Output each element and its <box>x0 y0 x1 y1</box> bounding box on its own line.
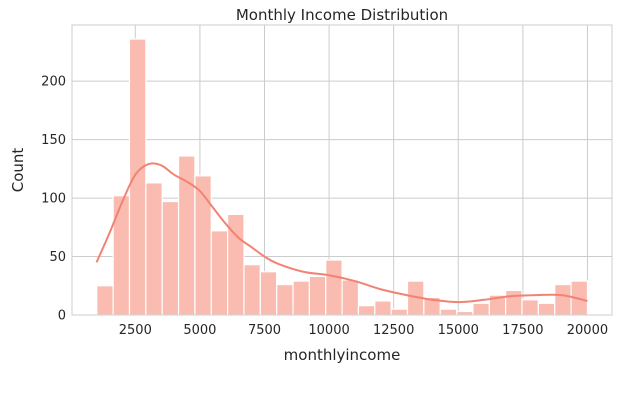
y-axis-label: Count <box>9 148 27 193</box>
x-axis-label: monthlyincome <box>284 346 401 364</box>
kde-curve <box>95 162 588 304</box>
chart-title: Monthly Income Distribution <box>236 6 448 24</box>
bars-layer <box>96 38 589 316</box>
histogram-bar-15 <box>341 279 360 316</box>
x-tick-label-7: 20000 <box>567 323 608 338</box>
x-tick-label-1: 5000 <box>183 323 216 338</box>
plot-frame <box>71 24 613 316</box>
y-tick-label-2: 100 <box>41 192 66 207</box>
x-tick-label-4: 12500 <box>373 323 414 338</box>
histogram-bar-18 <box>390 308 409 316</box>
histogram-bar-21 <box>439 308 458 316</box>
histogram-bar-7 <box>210 230 229 316</box>
histogram-bar-22 <box>455 310 474 316</box>
histogram-bar-27 <box>537 302 556 316</box>
histogram-bar-5 <box>177 155 196 316</box>
x-tick-label-3: 10000 <box>308 323 349 338</box>
histogram-bar-12 <box>292 280 310 316</box>
histogram-bar-28 <box>554 283 572 316</box>
histogram-bar-9 <box>243 264 261 316</box>
kde-layer <box>95 162 588 304</box>
histogram-bar-26 <box>521 299 539 316</box>
y-tick-labels: 0 50 100 150 200 <box>41 75 66 324</box>
histogram-bar-25 <box>505 289 523 316</box>
histogram-bar-13 <box>308 275 327 316</box>
histogram-bar-4 <box>161 200 180 316</box>
x-tick-label-6: 17500 <box>502 323 543 338</box>
x-tick-label-0: 2500 <box>119 323 152 338</box>
histogram-bar-14 <box>325 259 343 316</box>
histogram-bar-6 <box>194 175 212 316</box>
y-tick-label-3: 150 <box>41 133 66 148</box>
histogram-bar-17 <box>374 300 392 316</box>
y-tick-label-4: 200 <box>41 75 66 90</box>
histogram-bar-10 <box>259 271 278 316</box>
histogram-bar-11 <box>276 283 294 316</box>
histogram-bar-23 <box>472 302 490 316</box>
y-tick-label-1: 50 <box>49 250 66 265</box>
histogram-bar-2 <box>128 38 147 316</box>
x-tick-labels: 2500 5000 7500 10000 12500 15000 17500 20000 <box>119 323 608 338</box>
x-tick-label-2: 7500 <box>248 323 281 338</box>
histogram-bar-16 <box>357 305 376 316</box>
x-tick-label-5: 15000 <box>438 323 479 338</box>
histogram-bar-3 <box>145 182 163 316</box>
histogram-bar-1 <box>112 195 131 316</box>
histogram-bar-0 <box>96 285 114 316</box>
y-tick-label-0: 0 <box>58 309 66 324</box>
